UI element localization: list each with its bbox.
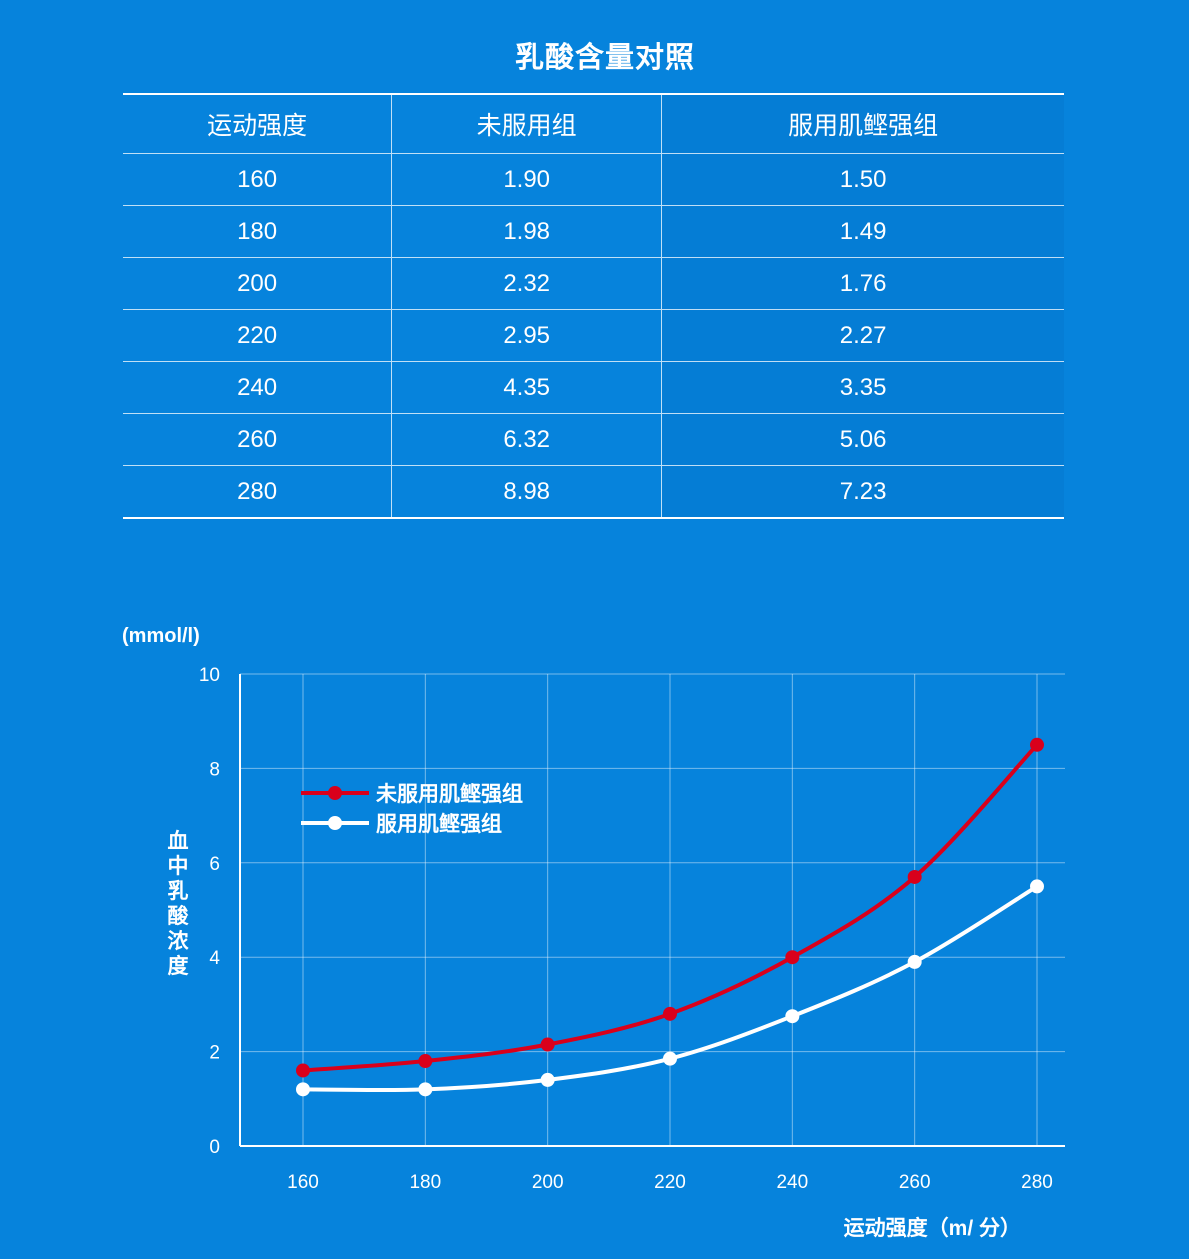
data-point — [785, 1009, 800, 1024]
table-row: 160 1.90 1.50 — [123, 153, 1064, 206]
header-supplement-group: 服用肌鲣强组 — [661, 94, 1064, 154]
chart-series — [296, 737, 1044, 1097]
data-point — [907, 954, 922, 969]
data-point — [540, 1037, 555, 1052]
cell-supplement-value: 2.27 — [661, 309, 1064, 362]
y-axis-label: 血中乳酸浓度 — [168, 829, 190, 978]
data-point — [296, 1082, 310, 1097]
y-tick-label: 2 — [209, 1043, 220, 1064]
x-axis-label: 运动强度（m/ 分） — [844, 1216, 1021, 1240]
cell-intensity: 240 — [123, 361, 392, 414]
y-tick-label: 10 — [199, 665, 220, 686]
cell-control-value: 1.98 — [391, 205, 662, 258]
cell-control-value: 4.35 — [391, 361, 662, 414]
data-point — [1030, 879, 1044, 894]
cell-supplement-value: 1.50 — [661, 153, 1064, 206]
data-point — [663, 1051, 677, 1066]
cell-supplement-value: 1.76 — [661, 257, 1064, 310]
cell-supplement-value: 1.49 — [661, 205, 1064, 258]
data-point — [418, 1082, 433, 1097]
x-tick-label: 240 — [776, 1172, 808, 1193]
cell-intensity: 160 — [123, 153, 392, 206]
table-row: 200 2.32 1.76 — [123, 257, 1064, 310]
cell-supplement-value: 3.35 — [661, 361, 1064, 414]
x-tick-label: 200 — [532, 1172, 564, 1193]
table-row: 240 4.35 3.35 — [123, 361, 1064, 414]
chart-grid — [240, 673, 1065, 1146]
y-unit-label: (mmol/l) — [122, 625, 200, 647]
header-control-group: 未服用组 — [391, 94, 662, 154]
cell-intensity: 200 — [123, 257, 392, 310]
y-tick-label: 4 — [209, 948, 220, 969]
y-tick-label: 8 — [209, 759, 220, 780]
cell-intensity: 280 — [237, 477, 278, 505]
cell-intensity: 260 — [123, 413, 392, 466]
lactate-line-chart: 0 2 4 6 8 10 160 180 200 220 240 260 280 未服用肌鲣强组服用肌鲣… — [122, 625, 1065, 1240]
chart-axes: 0 2 4 6 8 10 160 180 200 220 240 260 280 — [199, 665, 1065, 1193]
data-point — [907, 869, 922, 884]
cell-control-value: 8.98 — [391, 465, 662, 518]
x-tick-label: 180 — [409, 1172, 441, 1193]
data-point — [540, 1072, 555, 1087]
data-point — [1030, 737, 1044, 752]
table-row: 260 6.32 5.06 — [123, 413, 1064, 466]
header-exercise-intensity: 运动强度 — [123, 94, 392, 154]
cell-control-value: 2.95 — [391, 309, 662, 362]
table-header-row: 运动强度 未服用组 服用肌鲣强组 — [123, 94, 1064, 154]
data-point — [663, 1006, 677, 1021]
data-point — [785, 950, 800, 965]
cell-supplement-value: 7.23 — [661, 465, 1064, 518]
x-tick-label: 220 — [654, 1172, 686, 1193]
data-point — [296, 1063, 310, 1078]
x-tick-label: 280 — [1021, 1172, 1053, 1193]
y-tick-label: 6 — [209, 854, 220, 875]
legend-label: 未服用肌鲣强组 — [376, 782, 523, 806]
data-point — [418, 1054, 433, 1069]
cell-control-value: 2.32 — [391, 257, 662, 310]
table-row: 180 1.98 1.49 — [123, 205, 1064, 258]
cell-supplement-value: 5.06 — [661, 413, 1064, 466]
x-tick-label: 260 — [899, 1172, 931, 1193]
cell-intensity: 180 — [123, 205, 392, 258]
x-tick-label: 160 — [287, 1172, 319, 1193]
table-row: 220 2.95 2.27 — [123, 309, 1064, 362]
legend-swatch-marker — [328, 786, 342, 800]
y-tick-label: 0 — [209, 1137, 220, 1158]
cell-intensity: 220 — [123, 309, 392, 362]
lactate-comparison-table: 运动强度 未服用组 服用肌鲣强组 160 1.90 1.50 180 1.98 1.49 2… — [123, 93, 1064, 519]
legend-swatch-marker — [328, 816, 342, 830]
page-title: 乳酸含量对照 — [514, 42, 695, 74]
legend-label: 服用肌鲣强组 — [376, 812, 502, 836]
cell-control-value: 1.90 — [391, 153, 662, 206]
table-row: 280 8.98 7.23 — [123, 465, 1064, 518]
cell-control-value: 6.32 — [391, 413, 662, 466]
